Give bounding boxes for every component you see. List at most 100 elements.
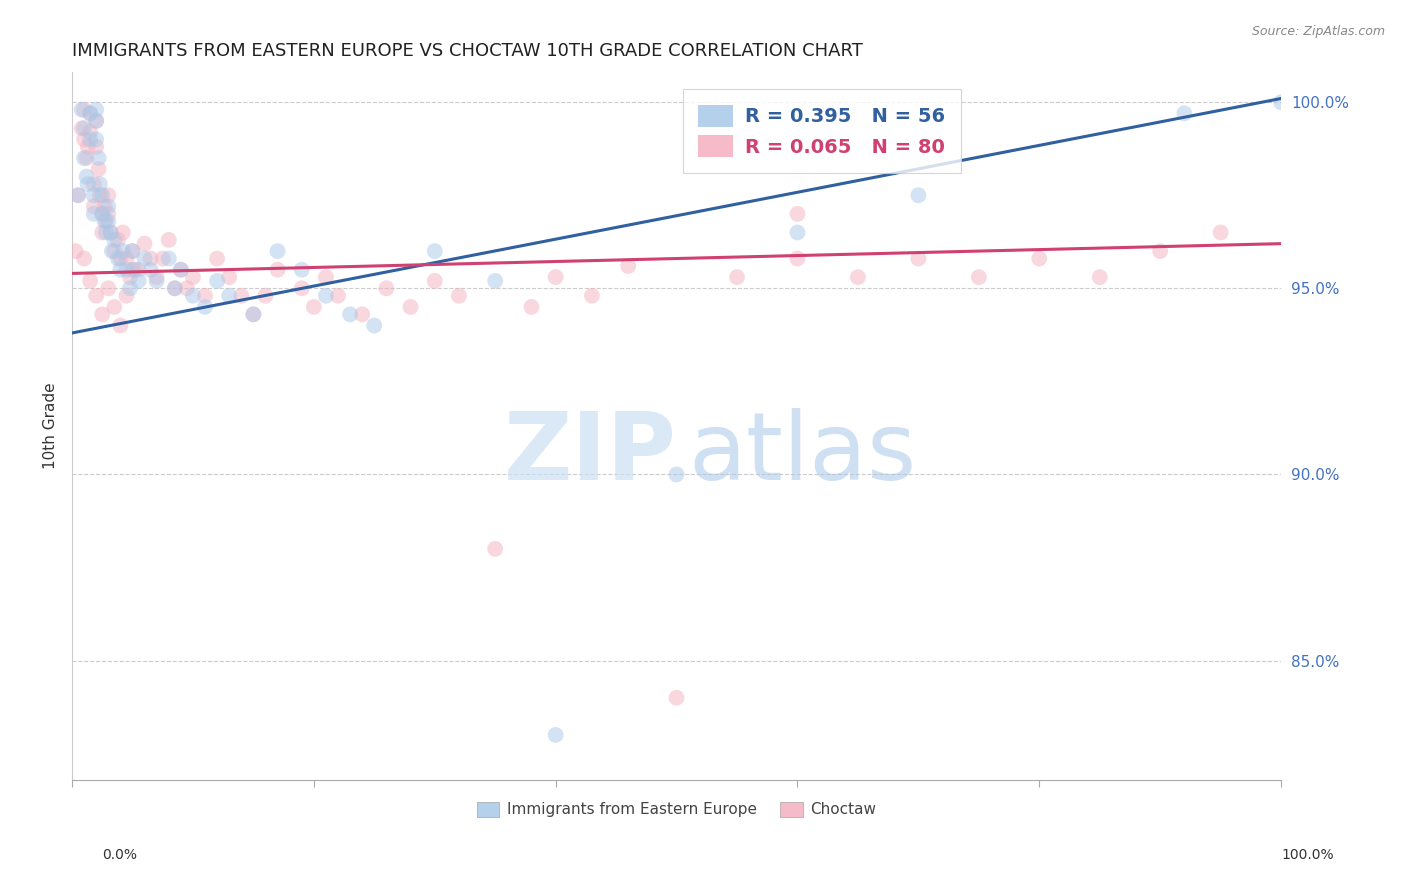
Point [544, 728, 567, 742]
Point [315, 289, 337, 303]
Point [326, 289, 349, 303]
Point [73, 121, 96, 136]
Point [84, 289, 107, 303]
Point [84, 113, 107, 128]
Point [423, 244, 446, 258]
Point [291, 281, 314, 295]
Point [73, 252, 96, 266]
Point [84, 140, 107, 154]
Point [115, 252, 138, 266]
Point [907, 252, 929, 266]
Point [89, 188, 111, 202]
Point [134, 252, 156, 266]
Point [581, 289, 603, 303]
Point [70, 121, 93, 136]
Text: 100.0%: 100.0% [1281, 847, 1334, 862]
Point [84, 132, 107, 146]
Point [194, 300, 217, 314]
Point [91, 207, 114, 221]
Point [111, 244, 134, 258]
Point [94, 214, 117, 228]
Point [399, 300, 422, 314]
Point [176, 281, 198, 295]
Point [1149, 244, 1171, 258]
Text: ZIP: ZIP [503, 409, 676, 500]
Point [91, 226, 114, 240]
Point [170, 262, 193, 277]
Point [484, 274, 506, 288]
Point [76, 140, 98, 154]
Point [83, 177, 105, 191]
Point [266, 244, 288, 258]
Point [145, 274, 167, 288]
Point [97, 188, 120, 202]
Point [121, 262, 143, 277]
Point [163, 281, 186, 295]
Point [100, 226, 122, 240]
Point [291, 262, 314, 277]
Point [93, 214, 115, 228]
Point [83, 199, 105, 213]
Point [87, 151, 110, 165]
Point [76, 177, 98, 191]
Point [97, 281, 120, 295]
Point [110, 318, 132, 333]
Point [79, 132, 101, 146]
Point [194, 289, 217, 303]
Point [139, 252, 162, 266]
Point [484, 541, 506, 556]
Point [103, 244, 125, 258]
Point [152, 252, 174, 266]
Point [218, 289, 240, 303]
Point [76, 169, 98, 184]
Point [157, 252, 180, 266]
Text: IMMIGRANTS FROM EASTERN EUROPE VS CHOCTAW 10TH GRADE CORRELATION CHART: IMMIGRANTS FROM EASTERN EUROPE VS CHOCTA… [72, 42, 863, 60]
Point [786, 252, 808, 266]
Point [1028, 252, 1050, 266]
Point [79, 106, 101, 120]
Point [375, 281, 398, 295]
Point [254, 289, 277, 303]
Point [134, 236, 156, 251]
Point [907, 188, 929, 202]
Point [79, 106, 101, 120]
Point [1270, 95, 1292, 110]
Point [181, 289, 204, 303]
Point [97, 207, 120, 221]
Point [89, 177, 111, 191]
Point [107, 252, 129, 266]
Point [93, 199, 115, 213]
Point [363, 318, 385, 333]
Point [423, 274, 446, 288]
Point [181, 270, 204, 285]
Point [118, 281, 141, 295]
Point [110, 252, 132, 266]
Point [128, 262, 150, 277]
Text: 0.0%: 0.0% [103, 847, 136, 862]
Point [218, 270, 240, 285]
Point [205, 274, 228, 288]
Point [97, 214, 120, 228]
Point [103, 300, 125, 314]
Point [145, 270, 167, 285]
Point [352, 307, 374, 321]
Point [447, 289, 470, 303]
Point [967, 270, 990, 285]
Point [111, 226, 134, 240]
Point [1173, 106, 1195, 120]
Point [1088, 270, 1111, 285]
Point [266, 262, 288, 277]
Point [101, 244, 124, 258]
Point [91, 307, 114, 321]
Point [100, 226, 122, 240]
Point [231, 289, 253, 303]
Y-axis label: 10th Grade: 10th Grade [44, 383, 58, 469]
Point [786, 226, 808, 240]
Point [87, 162, 110, 177]
Point [846, 270, 869, 285]
Point [107, 233, 129, 247]
Point [242, 307, 264, 321]
Point [91, 188, 114, 202]
Point [121, 244, 143, 258]
Point [242, 307, 264, 321]
